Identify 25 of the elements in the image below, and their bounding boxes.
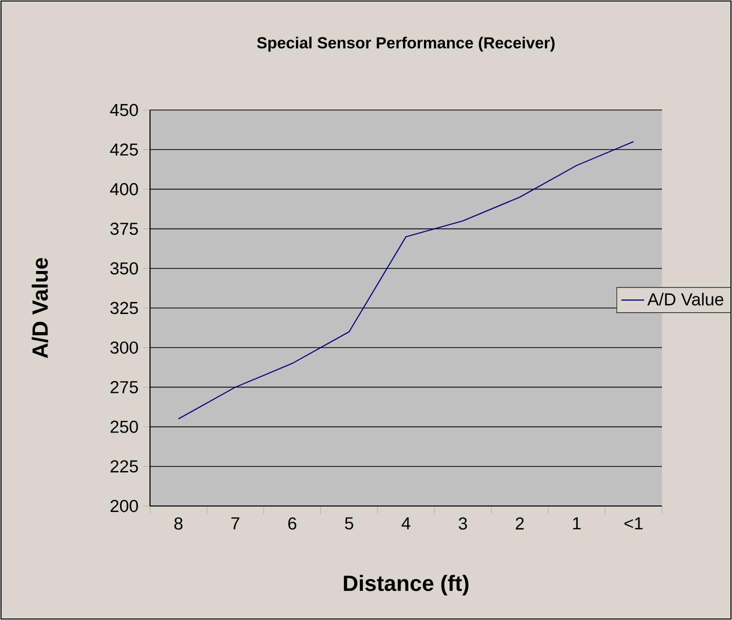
y-tick-label: 375	[110, 222, 138, 235]
y-tick-label: 350	[110, 262, 138, 275]
y-tick-label: 425	[110, 143, 138, 156]
legend-label: A/D Value	[647, 292, 724, 306]
y-tick-label: 450	[110, 104, 138, 116]
x-tick-label: 2	[516, 517, 524, 530]
x-tick-label: 1	[573, 517, 581, 530]
line-series	[178, 141, 634, 420]
x-tick-label: 8	[174, 517, 183, 530]
y-tick-label: 275	[110, 381, 138, 394]
y-tick-label: 400	[110, 183, 138, 196]
x-tick-label: 6	[288, 517, 296, 530]
y-axis-title: A/D Value	[32, 258, 48, 358]
y-tick-label: 250	[110, 420, 138, 433]
y-tick-label: 325	[110, 302, 138, 314]
y-tick-label: 300	[110, 341, 138, 354]
x-tick-label: <1	[624, 517, 643, 530]
y-tick-label: 200	[110, 500, 138, 512]
y-tick-label: 225	[110, 460, 138, 473]
chart-title: Special Sensor Performance (Receiver)	[257, 36, 555, 52]
x-tick-label: 3	[458, 517, 467, 530]
x-tick-label: 7	[231, 517, 240, 530]
x-axis-title: Distance (ft)	[344, 574, 468, 596]
x-tick-label: 5	[344, 517, 354, 530]
x-tick-label: 4	[402, 517, 410, 530]
